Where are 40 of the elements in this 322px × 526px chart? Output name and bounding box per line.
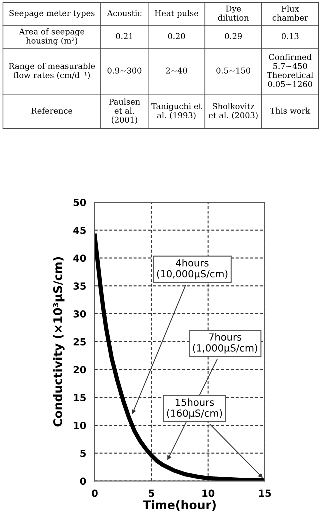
y-tick-label: 50 <box>74 198 86 206</box>
text: Reference <box>32 108 73 114</box>
text: Paulsen et al. (2001) <box>109 98 140 124</box>
text: 0.29 <box>225 33 242 40</box>
category-label: Dye dilution <box>218 6 250 21</box>
text: 0.13 <box>282 33 299 40</box>
annotation: 4hours (10,000μS/cm) <box>157 259 228 280</box>
y-axis-title: Conductivity (×10³μS/cm) <box>53 257 65 427</box>
text: 0.21 <box>116 33 133 40</box>
y-tick-label: 0 <box>80 478 86 486</box>
y-tick-label: 30 <box>74 310 86 318</box>
category-label: Heat pulse <box>155 10 198 18</box>
text: Area of seepage housing (m²) <box>19 28 85 46</box>
annotation: 15hours (160μS/cm) <box>167 398 222 419</box>
annotation: 7hours (1,000μS/cm) <box>193 333 258 354</box>
x-tick-label: 0 <box>92 490 98 498</box>
text: This work <box>270 108 311 114</box>
x-tick-label: 5 <box>149 490 154 498</box>
text: 0.20 <box>168 33 186 40</box>
y-tick-label: 40 <box>74 254 86 262</box>
y-tick-label: 15 <box>74 394 86 402</box>
text: Range of measurable flow rates (cm/d⁻¹) <box>9 63 96 80</box>
y-tick-label: 25 <box>74 338 86 346</box>
y-tick-label: 5 <box>80 450 86 458</box>
text: 2∼40 <box>166 68 188 74</box>
text: 0.9∼300 <box>108 68 142 74</box>
y-tick-label: 45 <box>74 226 86 234</box>
text: Taniguchi et al. (1993) <box>152 103 202 120</box>
x-tick-label: 10 <box>202 490 215 498</box>
category-label: Flux chamber <box>272 6 308 21</box>
category-label: Seepage meter types <box>10 10 95 18</box>
text: Sholkovitz et al. (2003) <box>209 103 258 120</box>
y-tick-label: 20 <box>74 366 86 374</box>
x-tick-label: 15 <box>259 490 272 498</box>
x-axis-title: Time(hour) <box>143 500 216 511</box>
y-tick-label: 10 <box>74 422 86 430</box>
category-label: Acoustic <box>107 10 142 16</box>
text: Confirmed 5.7∼450 Theoretical 0.05∼1260 <box>267 54 314 88</box>
text: 0.5∼150 <box>216 68 251 74</box>
y-tick-label: 35 <box>74 282 86 290</box>
